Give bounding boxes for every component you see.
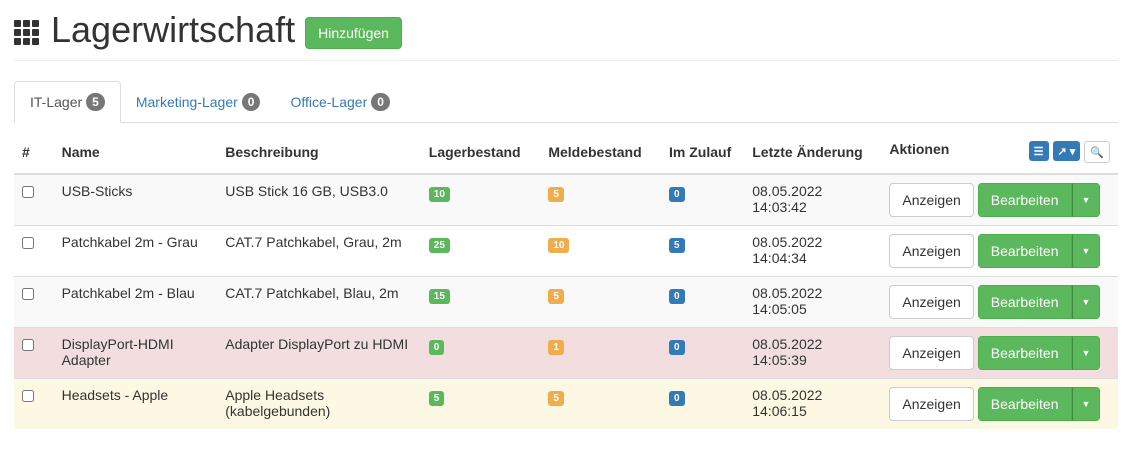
show-button[interactable]: Anzeigen — [889, 285, 974, 319]
incoming-label: 0 — [669, 391, 685, 406]
column-header: Meldebestand — [540, 131, 662, 175]
caret-down-icon[interactable]: ▼ — [1071, 387, 1101, 421]
caret-down-icon[interactable]: ▼ — [1071, 336, 1101, 370]
page-title: Lagerwirtschaft — [51, 9, 296, 50]
last-changed: 08.05.2022 14:06:15 — [744, 378, 882, 429]
item-name: Patchkabel 2m - Grau — [53, 225, 218, 277]
last-changed: 08.05.2022 14:05:39 — [744, 327, 882, 379]
edit-button-group: Bearbeiten ▼ — [977, 183, 1101, 217]
count-badge: 5 — [86, 93, 105, 111]
incoming-label: 0 — [669, 187, 685, 202]
last-changed: 08.05.2022 14:03:42 — [744, 173, 882, 226]
item-description: USB Stick 16 GB, USB3.0 — [217, 173, 421, 226]
row-checkbox[interactable] — [22, 390, 34, 402]
export-button[interactable]: ↗ ▾ — [1052, 141, 1081, 161]
table-row: DisplayPort-HDMI Adapter Adapter Display… — [14, 327, 1118, 379]
row-checkbox[interactable] — [22, 288, 34, 300]
search-button[interactable]: 🔍 — [1084, 141, 1110, 163]
tabs: IT-Lager 5 Marketing-Lager 0 Office-Lager 0 — [14, 81, 1118, 123]
column-header: Aktionen ☰ ↗ ▾ 🔍 — [881, 131, 1118, 175]
table-row: Patchkabel 2m - Blau CAT.7 Patchkabel, B… — [14, 276, 1118, 328]
min-stock-label: 5 — [548, 391, 564, 406]
caret-down-icon[interactable]: ▼ — [1071, 234, 1101, 268]
page-header: Lagerwirtschaft Hinzufügen — [14, 0, 1118, 61]
min-stock-label: 5 — [548, 187, 564, 202]
stock-label: 0 — [428, 340, 445, 355]
edit-button[interactable]: Bearbeiten — [977, 234, 1072, 268]
tab-1[interactable]: Marketing-Lager 0 — [121, 81, 276, 123]
column-header: Letzte Änderung — [744, 131, 882, 175]
page: Lagerwirtschaft Hinzufügen IT-Lager 5 Mark… — [14, 0, 1118, 429]
min-stock-label: 1 — [548, 340, 564, 355]
edit-button[interactable]: Bearbeiten — [977, 285, 1072, 319]
edit-button-group: Bearbeiten ▼ — [977, 336, 1101, 370]
last-changed: 08.05.2022 14:04:34 — [744, 225, 882, 277]
show-button[interactable]: Anzeigen — [889, 183, 974, 217]
incoming-label: 5 — [669, 238, 685, 253]
column-header: Im Zulauf — [661, 131, 745, 175]
stock-label: 25 — [428, 238, 450, 253]
edit-button[interactable]: Bearbeiten — [977, 387, 1072, 421]
item-name: Patchkabel 2m - Blau — [53, 276, 218, 328]
table-row: Headsets - Apple Apple Headsets (kabelge… — [14, 378, 1118, 429]
caret-down-icon[interactable]: ▼ — [1071, 183, 1101, 217]
grid-icon — [14, 19, 39, 45]
item-name: USB-Sticks — [53, 173, 218, 226]
edit-button-group: Bearbeiten ▼ — [977, 285, 1101, 319]
caret-down-icon[interactable]: ▼ — [1071, 285, 1101, 319]
table-row: USB-Sticks USB Stick 16 GB, USB3.0 10 5 … — [14, 173, 1118, 226]
show-button[interactable]: Anzeigen — [889, 234, 974, 268]
edit-button-group: Bearbeiten ▼ — [977, 234, 1101, 268]
column-toggle-button[interactable]: ☰ — [1028, 141, 1049, 161]
tab-0[interactable]: IT-Lager 5 — [14, 81, 121, 123]
item-description: CAT.7 Patchkabel, Blau, 2m — [217, 276, 421, 328]
row-checkbox[interactable] — [22, 186, 34, 198]
tab-label: Marketing-Lager — [135, 94, 238, 110]
column-header: Beschreibung — [217, 131, 421, 175]
item-description: CAT.7 Patchkabel, Grau, 2m — [217, 225, 421, 277]
tab-2[interactable]: Office-Lager 0 — [275, 81, 404, 123]
item-description: Adapter DisplayPort zu HDMI — [217, 327, 421, 379]
incoming-label: 0 — [669, 340, 685, 355]
stock-label: 10 — [428, 187, 450, 202]
row-checkbox[interactable] — [22, 339, 34, 351]
min-stock-label: 10 — [548, 238, 570, 253]
tab-label: IT-Lager — [30, 94, 83, 110]
last-changed: 08.05.2022 14:05:05 — [744, 276, 882, 328]
table-row: Patchkabel 2m - Grau CAT.7 Patchkabel, G… — [14, 225, 1118, 277]
column-header: Name — [53, 131, 218, 175]
tab-label: Office-Lager — [290, 94, 368, 110]
row-checkbox[interactable] — [22, 237, 34, 249]
show-button[interactable]: Anzeigen — [889, 336, 974, 370]
item-name: Headsets - Apple — [53, 378, 218, 429]
stock-label: 15 — [428, 289, 450, 304]
stock-label: 5 — [428, 391, 445, 406]
column-header: Lagerbestand — [420, 131, 541, 175]
show-button[interactable]: Anzeigen — [889, 387, 974, 421]
count-badge: 0 — [241, 93, 261, 111]
item-name: DisplayPort-HDMI Adapter — [53, 327, 218, 379]
min-stock-label: 5 — [548, 289, 564, 304]
add-button[interactable]: Hinzufügen — [305, 17, 402, 49]
inventory-table: # Name Beschreibung Lagerbestand Meldebestan… — [14, 131, 1118, 429]
count-badge: 0 — [371, 93, 390, 111]
edit-button[interactable]: Bearbeiten — [977, 183, 1072, 217]
incoming-label: 0 — [669, 289, 685, 304]
edit-button[interactable]: Bearbeiten — [977, 336, 1072, 370]
column-header: # — [14, 131, 54, 175]
edit-button-group: Bearbeiten ▼ — [977, 387, 1101, 421]
item-description: Apple Headsets (kabelgebunden) — [217, 378, 421, 429]
